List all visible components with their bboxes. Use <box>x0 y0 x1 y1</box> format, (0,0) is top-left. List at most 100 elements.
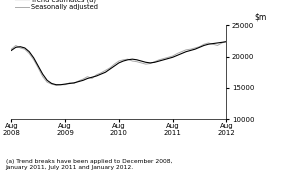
Trend estimates (a) <box>135 59 138 61</box>
Seasonally adjusted <box>54 84 58 86</box>
Seasonally adjusted <box>220 42 224 44</box>
Trend estimates (a) <box>77 81 80 83</box>
Seasonally adjusted <box>72 82 76 84</box>
Seasonally adjusted <box>157 59 161 61</box>
Seasonally adjusted <box>50 83 53 85</box>
Seasonally adjusted <box>19 47 22 49</box>
Seasonally adjusted <box>189 48 192 50</box>
Seasonally adjusted <box>41 76 44 78</box>
Seasonally adjusted <box>135 61 138 63</box>
Seasonally adjusted <box>32 59 35 61</box>
Seasonally adjusted <box>185 49 188 51</box>
Trend estimates (a) <box>72 82 76 84</box>
Trend estimates (a) <box>19 46 22 48</box>
Trend estimates (a) <box>86 78 89 80</box>
Trend estimates (a) <box>41 73 44 75</box>
Seasonally adjusted <box>122 59 125 61</box>
Seasonally adjusted <box>27 53 31 55</box>
Trend estimates (a) <box>95 75 98 77</box>
Seasonally adjusted <box>117 60 121 62</box>
Seasonally adjusted <box>130 60 134 62</box>
Trend estimates (a) <box>202 44 206 46</box>
Trend estimates (a) <box>189 49 192 52</box>
Seasonally adjusted <box>166 56 170 58</box>
Trend estimates (a) <box>113 65 116 67</box>
Seasonally adjusted <box>81 78 85 80</box>
Seasonally adjusted <box>126 58 130 60</box>
Line: Trend estimates (a): Trend estimates (a) <box>11 42 226 85</box>
Trend estimates (a) <box>117 62 121 64</box>
Seasonally adjusted <box>113 63 116 65</box>
Seasonally adjusted <box>140 62 143 64</box>
Seasonally adjusted <box>198 46 201 48</box>
Trend estimates (a) <box>166 57 170 59</box>
Seasonally adjusted <box>108 67 112 69</box>
Seasonally adjusted <box>207 42 210 44</box>
Trend estimates (a) <box>225 41 228 43</box>
Seasonally adjusted <box>211 43 215 45</box>
Trend estimates (a) <box>140 60 143 62</box>
Seasonally adjusted <box>95 74 98 76</box>
Trend estimates (a) <box>54 84 58 86</box>
Trend estimates (a) <box>162 59 165 61</box>
Trend estimates (a) <box>126 59 130 61</box>
Seasonally adjusted <box>202 43 206 45</box>
Trend estimates (a) <box>68 82 71 84</box>
Trend estimates (a) <box>220 41 224 43</box>
Trend estimates (a) <box>185 51 188 53</box>
Seasonally adjusted <box>175 53 179 55</box>
Trend estimates (a) <box>63 83 67 85</box>
Trend estimates (a) <box>122 60 125 62</box>
Trend estimates (a) <box>23 47 27 49</box>
Trend estimates (a) <box>144 61 147 63</box>
Line: Seasonally adjusted: Seasonally adjusted <box>11 41 226 85</box>
Trend estimates (a) <box>157 60 161 62</box>
Trend estimates (a) <box>37 65 40 67</box>
Trend estimates (a) <box>108 68 112 70</box>
Seasonally adjusted <box>77 80 80 82</box>
Seasonally adjusted <box>149 63 152 65</box>
Seasonally adjusted <box>99 72 103 74</box>
Seasonally adjusted <box>86 76 89 78</box>
Trend estimates (a) <box>14 46 18 48</box>
Seasonally adjusted <box>153 61 156 63</box>
Trend estimates (a) <box>175 54 179 56</box>
Seasonally adjusted <box>37 67 40 69</box>
Seasonally adjusted <box>68 82 71 84</box>
Trend estimates (a) <box>27 51 31 53</box>
Seasonally adjusted <box>193 47 197 49</box>
Trend estimates (a) <box>198 46 201 48</box>
Trend estimates (a) <box>130 58 134 60</box>
Trend estimates (a) <box>149 62 152 64</box>
Trend estimates (a) <box>104 71 107 73</box>
Seasonally adjusted <box>90 78 94 80</box>
Trend estimates (a) <box>32 57 35 59</box>
Legend: Trend estimates (a), Seasonally adjusted: Trend estimates (a), Seasonally adjusted <box>15 0 99 11</box>
Trend estimates (a) <box>50 82 53 84</box>
Trend estimates (a) <box>180 53 183 55</box>
Trend estimates (a) <box>207 43 210 45</box>
Trend estimates (a) <box>216 42 219 44</box>
Trend estimates (a) <box>211 42 215 45</box>
Trend estimates (a) <box>90 76 94 78</box>
Seasonally adjusted <box>225 40 228 42</box>
Text: (a) Trend breaks have been applied to December 2008,
January 2011, July 2011 and: (a) Trend breaks have been applied to De… <box>6 159 172 170</box>
Seasonally adjusted <box>171 55 174 57</box>
Trend estimates (a) <box>10 49 13 52</box>
Seasonally adjusted <box>10 48 13 50</box>
Trend estimates (a) <box>59 84 62 86</box>
Text: $m: $m <box>254 13 267 22</box>
Seasonally adjusted <box>14 44 18 46</box>
Trend estimates (a) <box>99 73 103 75</box>
Seasonally adjusted <box>216 44 219 46</box>
Seasonally adjusted <box>63 84 67 86</box>
Seasonally adjusted <box>59 84 62 86</box>
Trend estimates (a) <box>153 61 156 63</box>
Seasonally adjusted <box>46 81 49 83</box>
Seasonally adjusted <box>23 48 27 50</box>
Seasonally adjusted <box>162 57 165 59</box>
Seasonally adjusted <box>144 63 147 65</box>
Seasonally adjusted <box>104 69 107 71</box>
Seasonally adjusted <box>180 51 183 53</box>
Trend estimates (a) <box>193 48 197 50</box>
